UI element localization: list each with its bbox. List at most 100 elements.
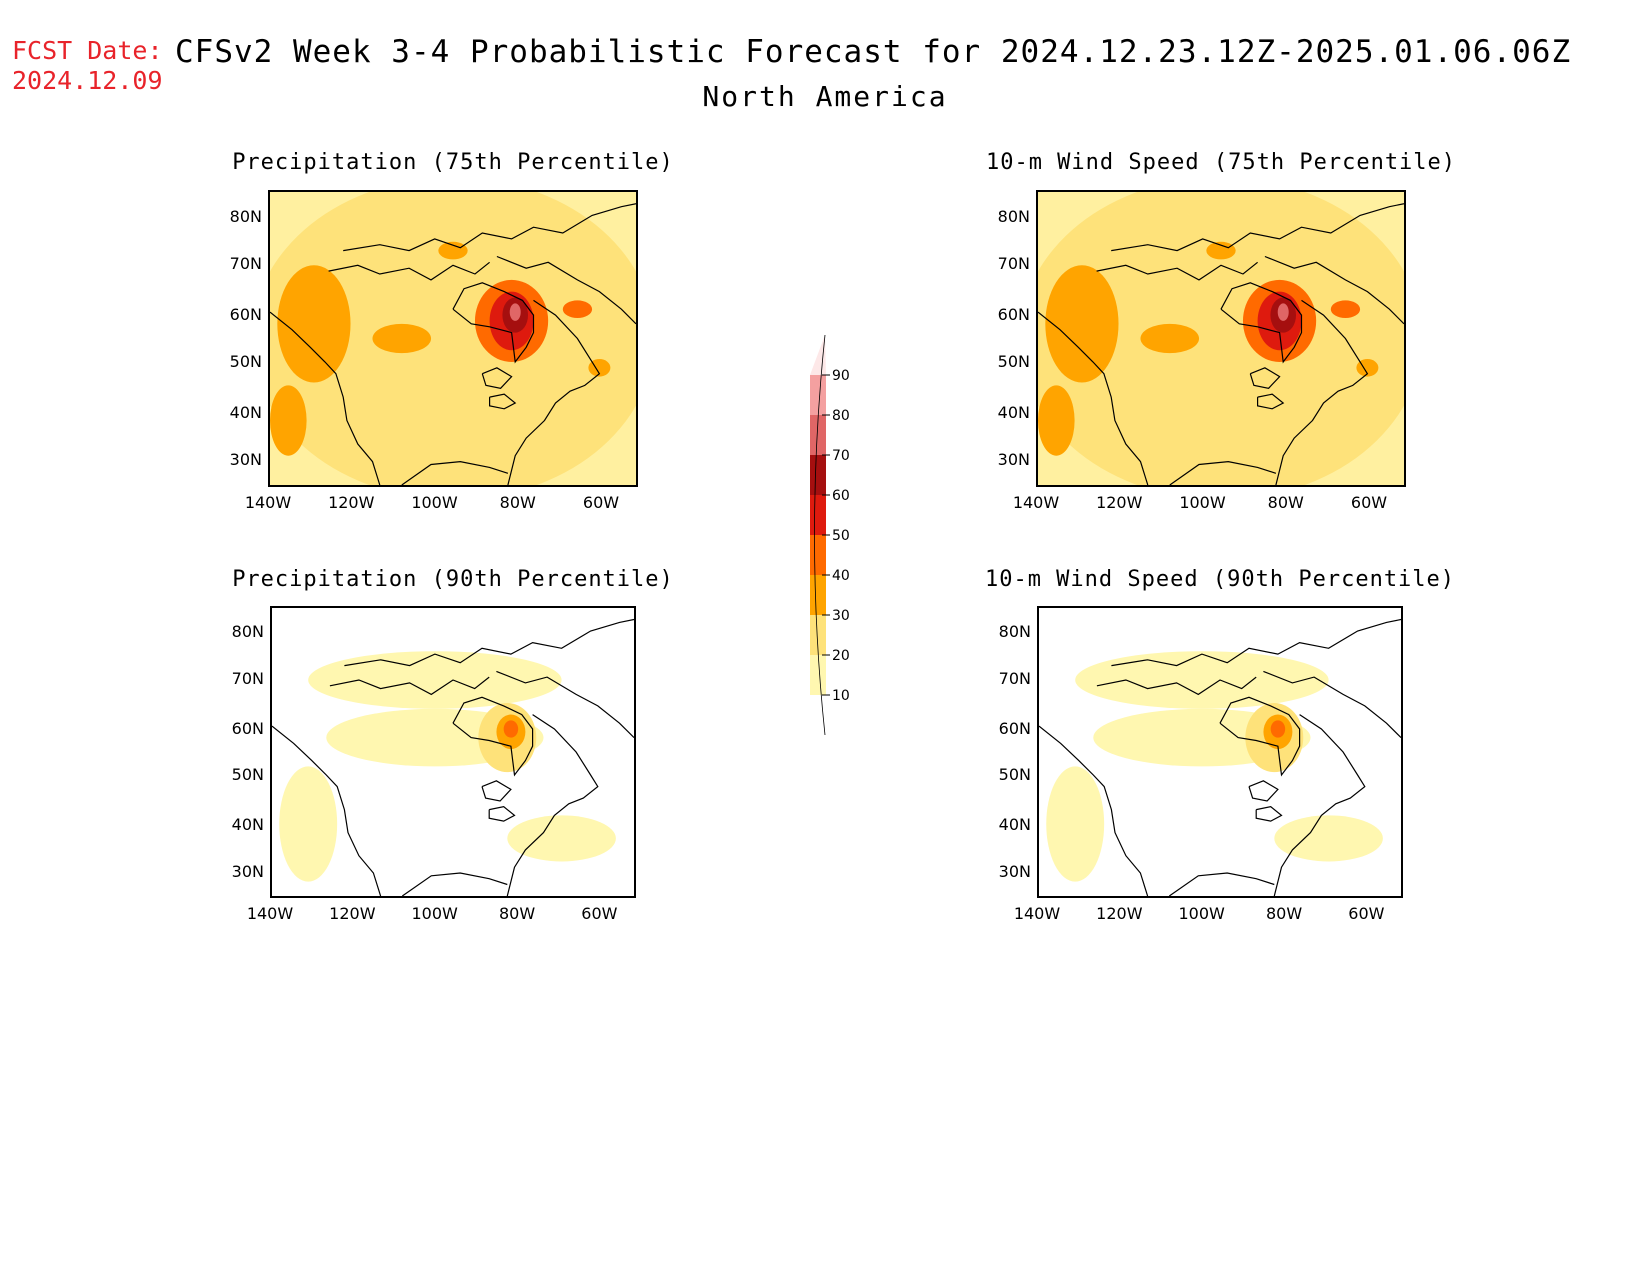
latitude-tick-label: 80N <box>231 622 264 642</box>
longitude-tick-label: 120W <box>1096 904 1143 923</box>
latitude-tick-label: 30N <box>997 450 1030 470</box>
probability-shading <box>1356 359 1379 377</box>
latitude-tick-label: 40N <box>998 815 1031 834</box>
longitude-tick-label: 80W <box>1265 904 1303 923</box>
map-panel <box>270 606 636 898</box>
map-panel <box>1036 190 1406 487</box>
colorbar-label: 30 <box>832 608 850 624</box>
coastline <box>489 393 517 410</box>
map-svg <box>1039 608 1401 896</box>
panel-title: 10-m Wind Speed (75th Percentile) <box>985 150 1457 175</box>
colorbar-top-cap <box>810 335 826 375</box>
probability-shading <box>503 720 519 738</box>
map-svg <box>1038 192 1404 485</box>
colorbar-label: 90 <box>832 368 850 384</box>
coastline <box>329 676 490 696</box>
probability-shading <box>308 651 562 709</box>
latitude-tick-label: 60N <box>998 718 1031 738</box>
colorbar-segment <box>810 655 826 695</box>
coastline <box>1169 460 1277 485</box>
latitude-tick-label: 50N <box>229 352 262 372</box>
latitude-tick-label: 30N <box>229 450 262 470</box>
coastline <box>506 714 599 896</box>
colorbar-outline <box>814 334 826 736</box>
latitude-tick-label: 80N <box>998 622 1031 642</box>
longitude-tick-label: 60W <box>582 493 620 512</box>
coastline <box>481 780 512 802</box>
coastline <box>1264 255 1404 325</box>
probability-shading <box>279 766 338 882</box>
probability-shading <box>1270 720 1286 738</box>
panel-title: Precipitation (90th Percentile) <box>232 567 674 592</box>
colorbar-segment <box>810 535 826 575</box>
probability-shading <box>1038 385 1075 456</box>
map-panel <box>268 190 638 487</box>
region-subtitle: North America <box>702 80 948 113</box>
probability-shading <box>1274 815 1383 862</box>
coastline <box>1096 261 1258 281</box>
forecast-date-block: FCST Date: 2024.12.09 <box>12 36 163 96</box>
latitude-tick-label: 50N <box>998 765 1031 785</box>
colorbar-label: 10 <box>832 688 850 704</box>
latitude-tick-label: 70N <box>229 254 262 274</box>
longitude-tick-label: 80W <box>498 904 536 923</box>
map-svg <box>272 608 634 896</box>
probability-shading <box>1075 651 1329 709</box>
colorbar-label: 40 <box>832 568 850 584</box>
latitude-tick-label: 40N <box>231 815 264 834</box>
coastline <box>452 696 534 777</box>
latitude-tick-label: 30N <box>231 861 264 881</box>
colorbar: 90 80 70 60 50 40 30 20 10 <box>810 334 890 736</box>
probability-shading <box>562 300 593 318</box>
coastline <box>1249 367 1281 389</box>
colorbar-label: 50 <box>832 528 850 544</box>
latitude-tick-label: 40N <box>997 402 1030 422</box>
coastline <box>1255 806 1283 822</box>
coastline <box>481 367 513 389</box>
longitude-tick-label: 140W <box>1012 493 1060 512</box>
forecast-date-value: 2024.12.09 <box>12 66 163 95</box>
latitude-tick-label: 60N <box>997 304 1030 324</box>
colorbar-segment <box>810 415 826 455</box>
probability-shading <box>277 265 351 383</box>
panel-title: Precipitation (75th Percentile) <box>232 150 674 175</box>
coastline <box>272 725 382 896</box>
coastline <box>452 282 535 364</box>
probability-shading <box>372 323 432 354</box>
latitude-tick-label: 70N <box>231 669 264 688</box>
colorbar-segment <box>810 455 826 495</box>
longitude-tick-label: 120W <box>1096 493 1143 512</box>
coastline <box>1111 203 1404 252</box>
colorbar-segment <box>810 615 826 655</box>
latitude-tick-label: 70N <box>997 254 1030 274</box>
coastline <box>1219 696 1301 777</box>
longitude-tick-label: 100W <box>1178 904 1225 923</box>
longitude-tick-label: 80W <box>499 493 536 512</box>
coastline <box>488 806 516 822</box>
coastline <box>401 460 509 485</box>
longitude-tick-label: 140W <box>246 904 294 923</box>
coastline <box>1275 299 1369 485</box>
latitude-tick-label: 70N <box>998 669 1031 688</box>
probability-shading <box>588 359 611 377</box>
longitude-tick-label: 60W <box>1350 493 1388 512</box>
map-svg <box>270 192 636 485</box>
probability-shading <box>1045 265 1119 383</box>
colorbar-segment <box>810 575 826 615</box>
probability-shading <box>270 385 307 456</box>
latitude-tick-label: 80N <box>997 206 1030 226</box>
latitude-tick-label: 30N <box>998 861 1031 881</box>
latitude-tick-label: 50N <box>231 765 264 785</box>
longitude-tick-label: 140W <box>244 493 292 512</box>
colorbar-label: 80 <box>832 408 850 424</box>
latitude-tick-label: 40N <box>229 402 262 422</box>
panel-title: 10-m Wind Speed (90th Percentile) <box>984 567 1456 592</box>
longitude-tick-label: 60W <box>581 904 618 923</box>
probability-shading <box>1277 303 1289 321</box>
coastline <box>1273 714 1366 896</box>
probability-shading <box>1330 300 1361 318</box>
longitude-tick-label: 140W <box>1013 904 1061 923</box>
latitude-tick-label: 50N <box>997 352 1030 372</box>
coastline <box>507 299 601 485</box>
map-panel <box>1037 606 1403 898</box>
